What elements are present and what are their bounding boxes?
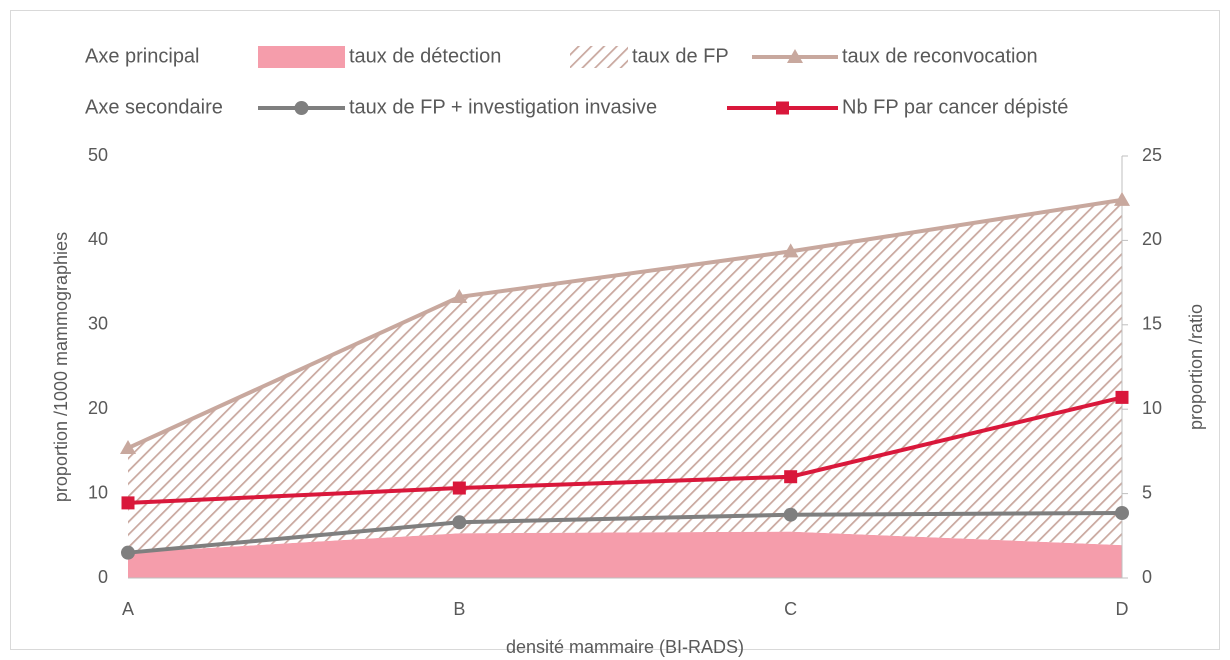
area [128,199,1122,553]
marker [121,496,135,510]
marker [776,101,789,115]
x-tick-label: A [122,599,134,619]
marker [783,507,798,522]
y2-tick-label: 20 [1142,229,1162,249]
legend-label: taux de FP [632,45,729,67]
marker [294,101,309,115]
marker [1114,191,1130,206]
y-axis-title: proportion /1000 mammographies [51,232,71,502]
marker [782,243,799,258]
x-tick-label: D [1116,599,1129,619]
marker [1115,506,1129,521]
y2-tick-label: 15 [1142,314,1162,334]
x-axis-title: densité mammaire (BI-RADS) [506,637,744,657]
marker [1115,390,1129,404]
y-tick-label: 40 [88,229,108,249]
y2-tick-label: 25 [1142,145,1162,165]
y2-axis-title: proportion /ratio [1186,304,1206,430]
y2-tick-label: 5 [1142,482,1152,502]
marker [121,545,135,560]
legend-swatch [258,46,345,68]
legend-label: taux de FP + investigation invasive [349,96,657,118]
marker [784,470,798,484]
marker [452,481,466,495]
legend-group-title: Axe principal [85,45,200,67]
marker [452,515,467,530]
line [127,197,1123,450]
y2-tick-label: 10 [1142,398,1162,418]
y2-tick-label: 0 [1142,567,1152,587]
legend-group-title: Axe secondaire [85,96,223,118]
line [127,511,1123,555]
legend-label: Nb FP par cancer dépisté [842,96,1068,118]
y-tick-label: 50 [88,145,108,165]
marker [120,440,136,455]
legend-label: taux de reconvocation [842,45,1038,67]
y-tick-label: 30 [88,314,108,334]
y-tick-label: 0 [98,567,108,587]
marker [451,288,468,303]
legend-label: taux de détection [349,45,501,67]
y-tick-label: 10 [88,482,108,502]
y-tick-label: 20 [88,398,108,418]
x-tick-label: C [784,599,797,619]
marker [787,49,803,63]
line [127,395,1123,505]
x-tick-label: B [453,599,465,619]
legend-swatch [570,46,628,68]
area [128,531,1122,578]
